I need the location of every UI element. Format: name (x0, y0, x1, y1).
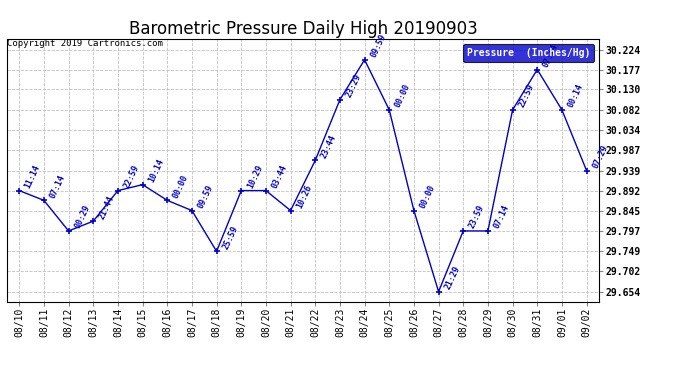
Text: 00:14: 00:14 (566, 82, 585, 109)
Text: 25:59: 25:59 (221, 224, 239, 251)
Text: 23:59: 23:59 (467, 204, 486, 230)
Text: 21:29: 21:29 (443, 264, 462, 291)
Text: 00:29: 00:29 (72, 204, 92, 230)
Text: 07:14: 07:14 (492, 204, 511, 230)
Text: 07:14: 07:14 (48, 173, 67, 200)
Text: 03:44: 03:44 (270, 164, 289, 190)
Text: 00:00: 00:00 (418, 183, 437, 210)
Text: 07:29: 07:29 (591, 143, 609, 170)
Text: 00:00: 00:00 (393, 82, 412, 109)
Text: 23:29: 23:29 (344, 72, 363, 99)
Text: Copyright 2019 Cartronics.com: Copyright 2019 Cartronics.com (7, 39, 163, 48)
Text: 10:29: 10:29 (246, 164, 264, 190)
Legend: Pressure  (Inches/Hg): Pressure (Inches/Hg) (463, 44, 594, 62)
Text: 22:59: 22:59 (122, 164, 141, 190)
Text: 21:44: 21:44 (97, 194, 116, 220)
Text: 00:00: 00:00 (171, 173, 190, 200)
Text: 11:14: 11:14 (23, 164, 42, 190)
Text: 22:59: 22:59 (517, 82, 535, 109)
Text: 10:26: 10:26 (295, 183, 313, 210)
Text: 09:59: 09:59 (196, 183, 215, 210)
Title: Barometric Pressure Daily High 20190903: Barometric Pressure Daily High 20190903 (128, 20, 477, 38)
Text: 23:44: 23:44 (319, 133, 338, 160)
Text: 10:14: 10:14 (147, 158, 166, 184)
Text: 07:14: 07:14 (542, 42, 560, 69)
Text: 09:59: 09:59 (368, 33, 388, 59)
